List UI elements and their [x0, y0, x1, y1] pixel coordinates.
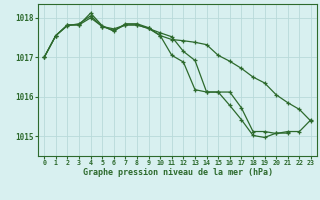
X-axis label: Graphe pression niveau de la mer (hPa): Graphe pression niveau de la mer (hPa) — [83, 168, 273, 177]
